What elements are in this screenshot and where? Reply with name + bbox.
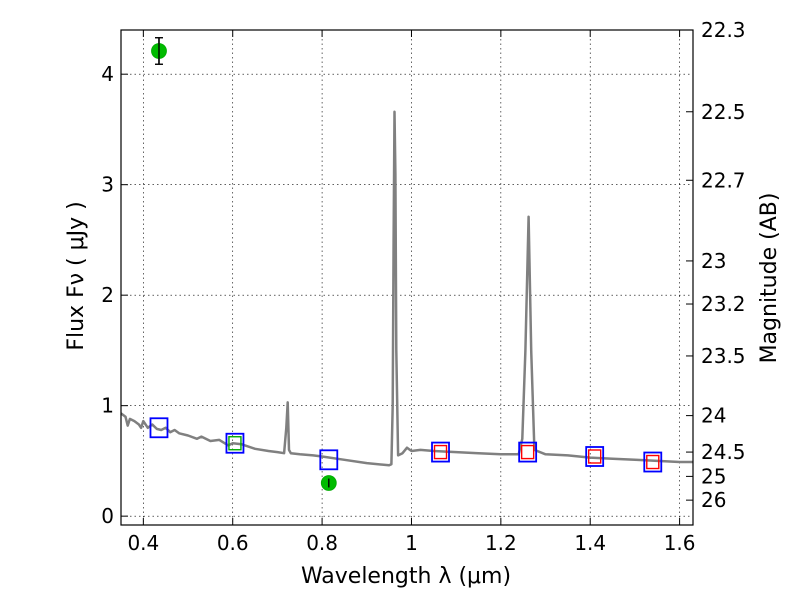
inner-square-marker [228, 436, 242, 451]
blue-square-marker [585, 446, 605, 467]
model-spectrum [120, 110, 693, 467]
x-tick-label: 0.6 [217, 531, 249, 555]
y-tick-label: 2 [101, 283, 114, 307]
inner-square-marker [646, 454, 660, 470]
right-axis-label: Magnitude (AB) [757, 193, 782, 364]
blue-square-marker [518, 441, 538, 463]
right-tick-label: 23 [701, 249, 726, 273]
inner-square-marker [520, 444, 535, 460]
grid-lines [121, 30, 693, 525]
y-tick-label: 4 [101, 62, 114, 86]
y-tick-label: 1 [101, 394, 114, 418]
axis-ticks [121, 29, 693, 525]
tick-labels: 0.4 0.6 0.8 1 1.2 1.4 1.60123422.322.522.72323… [101, 18, 745, 555]
blue-square-marker [431, 441, 450, 463]
blue-square-marker [225, 432, 245, 454]
spectrum-line [120, 110, 693, 467]
y-axis-label: Flux Fν ( μJy ) [64, 201, 89, 350]
y-tick-label: 3 [101, 173, 114, 197]
x-tick-label: 1.2 [485, 531, 517, 555]
right-tick-label: 22.5 [701, 100, 746, 124]
right-tick-label: 24.5 [701, 440, 746, 464]
right-tick-label: 22.3 [701, 18, 746, 42]
right-tick-label: 23.2 [701, 292, 746, 316]
right-tick-label: 26 [701, 488, 726, 512]
right-tick-label: 24 [701, 404, 726, 428]
inner-square-marker [433, 444, 448, 460]
right-tick-label: 25 [701, 464, 726, 488]
x-axis-label: Wavelength λ (μm) [301, 564, 511, 589]
y-tick-label: 0 [101, 504, 114, 528]
x-tick-label: 1.6 [664, 531, 696, 555]
inner-square-marker [587, 449, 602, 464]
x-tick-label: 1.4 [574, 531, 606, 555]
blue-square-marker [643, 451, 663, 473]
plot-frame [120, 29, 694, 526]
right-tick-label: 22.7 [701, 168, 746, 192]
x-tick-label: 0.4 [127, 531, 159, 555]
blue-square-marker [149, 417, 169, 439]
blue-square-marker [319, 449, 339, 471]
photometry-points [149, 37, 663, 491]
right-tick-label: 23.5 [701, 344, 746, 368]
x-tick-label: 0.8 [306, 531, 338, 555]
x-tick-label: 1 [405, 531, 418, 555]
